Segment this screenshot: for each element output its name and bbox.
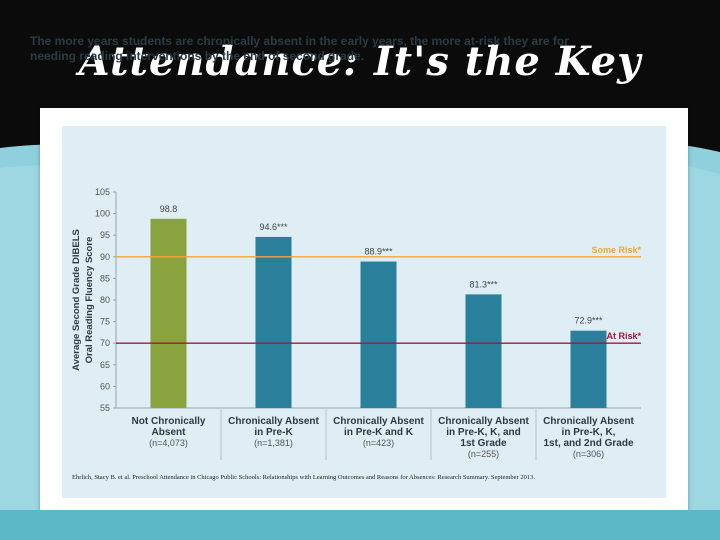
y-tick-label: 80 bbox=[100, 295, 110, 305]
category-label: 1st, and 2nd Grade bbox=[543, 438, 633, 449]
y-tick-label: 105 bbox=[95, 187, 110, 197]
bar bbox=[360, 261, 397, 408]
bar bbox=[255, 236, 292, 408]
category-n-label: (n=255) bbox=[468, 449, 499, 459]
bar bbox=[465, 294, 502, 408]
y-tick-label: 90 bbox=[100, 252, 110, 262]
reference-line-label: Some Risk* bbox=[591, 245, 641, 255]
category-label: Chronically Absent bbox=[543, 416, 634, 427]
category-label: Not Chronically bbox=[132, 416, 206, 427]
y-tick-label: 65 bbox=[100, 360, 110, 370]
category-label: in Pre-K bbox=[254, 427, 293, 438]
category-label: 1st Grade bbox=[460, 438, 507, 449]
bar-value-label: 94.6*** bbox=[259, 222, 288, 232]
y-tick-label: 70 bbox=[100, 338, 110, 348]
y-tick-label: 95 bbox=[100, 230, 110, 240]
bar-value-label: 81.3*** bbox=[469, 279, 498, 289]
category-label: Chronically Absent bbox=[228, 416, 319, 427]
slide-title: Attendance: It's the Key bbox=[78, 38, 642, 85]
y-tick-label: 60 bbox=[100, 381, 110, 391]
chart-title: The more years students are chronically … bbox=[30, 34, 569, 63]
y-tick-label: 75 bbox=[100, 317, 110, 327]
bar-value-label: 72.9*** bbox=[574, 316, 603, 326]
bottom-strip bbox=[0, 510, 720, 540]
category-label: Absent bbox=[152, 427, 187, 438]
reference-line-label: At Risk* bbox=[606, 331, 641, 341]
bar-value-label: 98.8 bbox=[160, 204, 178, 214]
category-n-label: (n=306) bbox=[573, 449, 604, 459]
bar-value-label: 88.9*** bbox=[364, 247, 393, 257]
category-n-label: (n=1,381) bbox=[254, 438, 293, 448]
category-label: in Pre-K, K, and bbox=[446, 427, 520, 438]
category-n-label: (n=4,073) bbox=[149, 438, 188, 448]
category-label: Chronically Absent bbox=[333, 416, 424, 427]
category-n-label: (n=423) bbox=[363, 438, 394, 448]
y-tick-label: 55 bbox=[100, 403, 110, 413]
bar bbox=[570, 330, 607, 408]
category-label: in Pre-K and K bbox=[344, 427, 414, 438]
y-tick-label: 100 bbox=[95, 209, 110, 219]
citation: Ehrlich, Stacy B. et al. Preschool Atten… bbox=[72, 474, 535, 481]
category-label: Chronically Absent bbox=[438, 416, 529, 427]
y-axis-label: Oral Reading Fluency Score bbox=[84, 237, 95, 364]
category-label: in Pre-K, K, bbox=[562, 427, 616, 438]
bar bbox=[150, 218, 187, 408]
y-axis-label: Average Second Grade DIBELS bbox=[71, 229, 82, 371]
y-tick-label: 85 bbox=[100, 273, 110, 283]
